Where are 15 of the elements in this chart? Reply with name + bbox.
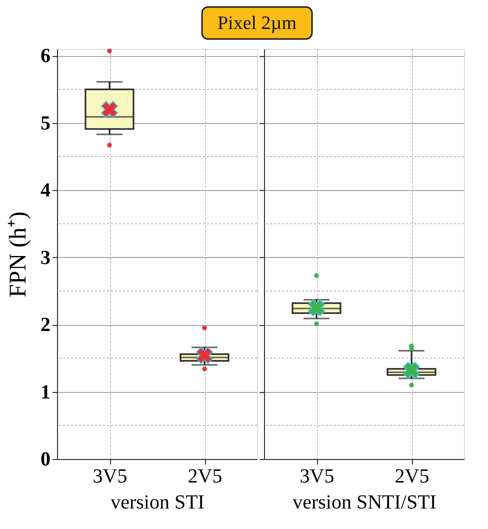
y-tick-label: 4 (40, 180, 50, 202)
y-tick-label: 3 (40, 246, 50, 269)
x-tick-label: 2V5 (394, 466, 430, 488)
y-tick-label: 6 (40, 45, 50, 68)
chart-title: Pixel 2µm (217, 13, 297, 34)
y-axis-title: FPN (h⁺) (6, 211, 32, 298)
y-tick-label: 5 (40, 112, 50, 134)
x-tick-label: 2V5 (188, 466, 222, 488)
y-tick-label: 1 (40, 381, 50, 404)
y-tick-label: 0 (40, 448, 50, 470)
x-axis-title: version STI (110, 492, 204, 514)
x-axis-title: version SNTI/STI (292, 492, 436, 514)
y-tick-label: 2 (40, 314, 50, 336)
x-tick-label: 3V5 (92, 466, 128, 488)
x-tick-label: 3V5 (300, 466, 334, 488)
